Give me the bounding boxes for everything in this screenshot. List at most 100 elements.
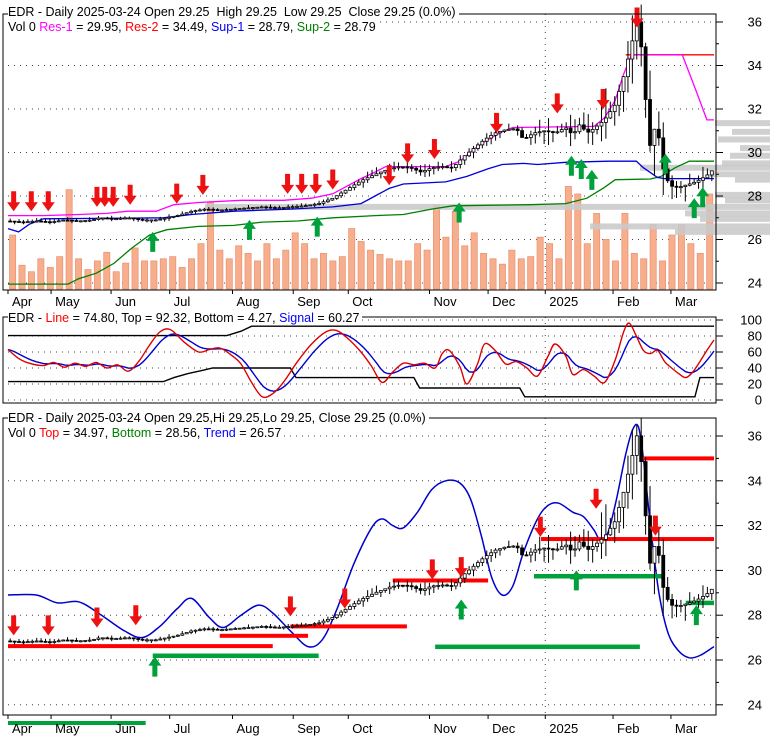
candle-body bbox=[206, 628, 211, 631]
candle-body bbox=[277, 207, 282, 210]
month-label: May bbox=[55, 294, 80, 309]
candle-body bbox=[467, 151, 472, 157]
candle-body bbox=[184, 212, 189, 215]
candle-body bbox=[599, 539, 604, 544]
down-arrow bbox=[170, 183, 184, 204]
candle-body bbox=[551, 131, 555, 133]
volume-bar bbox=[93, 260, 101, 290]
price-panel[interactable]: 36 34 32 30 28 26 24 Apr May Jun Jul Aug Sep Oct Nov De… bbox=[2, 4, 770, 309]
legend-text: Signal bbox=[279, 311, 314, 325]
y-axis-label: 30 bbox=[748, 563, 762, 578]
candle-body bbox=[581, 124, 586, 130]
candle-body bbox=[105, 637, 110, 640]
candle-body bbox=[87, 639, 92, 642]
candle-body bbox=[317, 203, 321, 205]
candle-body bbox=[8, 640, 13, 643]
down-arrow bbox=[90, 186, 104, 207]
volume-bar bbox=[470, 232, 478, 290]
top-band-line bbox=[8, 325, 714, 337]
candle-body bbox=[255, 626, 260, 629]
candle-body bbox=[127, 217, 132, 220]
down-arrow bbox=[401, 143, 415, 164]
volume-bar bbox=[206, 202, 214, 290]
trend-line bbox=[7, 423, 715, 659]
candle-body bbox=[83, 640, 88, 642]
up-arrow bbox=[658, 153, 672, 174]
volume-bar bbox=[527, 256, 535, 290]
candle-body bbox=[555, 131, 560, 134]
volume-bar bbox=[291, 232, 299, 290]
volume-bar bbox=[263, 243, 271, 290]
candle-body bbox=[520, 547, 524, 556]
candle-body bbox=[683, 603, 688, 606]
candle-body bbox=[670, 180, 674, 187]
down-arrow bbox=[382, 165, 396, 186]
down-arrow bbox=[41, 615, 55, 636]
candle-body bbox=[467, 569, 472, 575]
candle-body bbox=[595, 542, 599, 548]
candle-body bbox=[471, 565, 476, 571]
candle-body bbox=[705, 174, 710, 179]
month-label: Dec bbox=[492, 721, 516, 736]
y-axis-label: 34 bbox=[748, 473, 762, 488]
top-level-segment bbox=[392, 578, 489, 583]
candle-body bbox=[692, 181, 697, 185]
candle-body bbox=[603, 117, 608, 123]
volume-bar bbox=[169, 256, 177, 290]
y-axis-label: 0 bbox=[755, 393, 762, 408]
volume-bar bbox=[508, 249, 516, 290]
candle-body bbox=[61, 639, 66, 642]
candle-body bbox=[458, 577, 463, 584]
candle-body bbox=[162, 637, 167, 640]
candle-body bbox=[551, 548, 555, 551]
candle-body bbox=[321, 201, 326, 204]
volume-profile-bar bbox=[640, 164, 770, 171]
candle-body bbox=[277, 626, 282, 629]
candle-body bbox=[180, 213, 185, 216]
candle-body bbox=[498, 131, 502, 134]
up-arrow bbox=[452, 202, 466, 223]
candle-body bbox=[365, 595, 370, 599]
candle-body bbox=[568, 127, 573, 134]
candle-body bbox=[136, 638, 141, 640]
candle-body bbox=[43, 640, 48, 643]
candle-body bbox=[175, 634, 180, 637]
candle-body bbox=[21, 221, 26, 224]
candle-body bbox=[352, 603, 357, 607]
trend-panel[interactable]: 36 34 32 30 28 26 24 Apr May Jun Jul Aug Sep Oct Nov De… bbox=[2, 417, 762, 736]
volume-bar bbox=[56, 256, 64, 290]
panel2-title-line: EDR - Line = 74.80, Top = 92.32, Bottom … bbox=[8, 311, 363, 325]
candle-body bbox=[401, 584, 405, 587]
down-arrow bbox=[196, 174, 210, 195]
candle-body bbox=[330, 197, 335, 201]
month-label: 2025 bbox=[549, 294, 578, 309]
candle-body bbox=[595, 125, 599, 130]
candle-body bbox=[250, 207, 255, 209]
candle-body bbox=[264, 206, 269, 209]
legend-text: = 74.80, Top = 92.32, Bottom = 4.27, bbox=[69, 311, 280, 325]
up-arrow bbox=[148, 656, 162, 677]
volume-profile-bar bbox=[732, 128, 770, 135]
candle-body bbox=[356, 600, 361, 605]
volume-bar bbox=[442, 236, 450, 290]
candle-body bbox=[312, 203, 317, 206]
down-arrow bbox=[427, 139, 441, 160]
legend-text: = 34.97, bbox=[59, 426, 112, 440]
candle-body bbox=[153, 639, 158, 642]
candle-body bbox=[392, 167, 396, 170]
candle-body bbox=[74, 220, 79, 222]
candle-body bbox=[612, 104, 617, 113]
candle-body bbox=[34, 640, 39, 643]
candle-body bbox=[528, 134, 533, 138]
volume-profile-bar bbox=[710, 171, 770, 178]
candle-body bbox=[502, 546, 507, 550]
volume-bar bbox=[112, 271, 120, 290]
top-level-segment bbox=[541, 537, 714, 542]
candle-body bbox=[255, 206, 260, 209]
legend-text: Vol 0 bbox=[8, 20, 40, 34]
volume-bar bbox=[555, 258, 563, 290]
candle-body bbox=[573, 548, 577, 551]
candle-body bbox=[559, 546, 564, 550]
month-label: Dec bbox=[492, 294, 516, 309]
